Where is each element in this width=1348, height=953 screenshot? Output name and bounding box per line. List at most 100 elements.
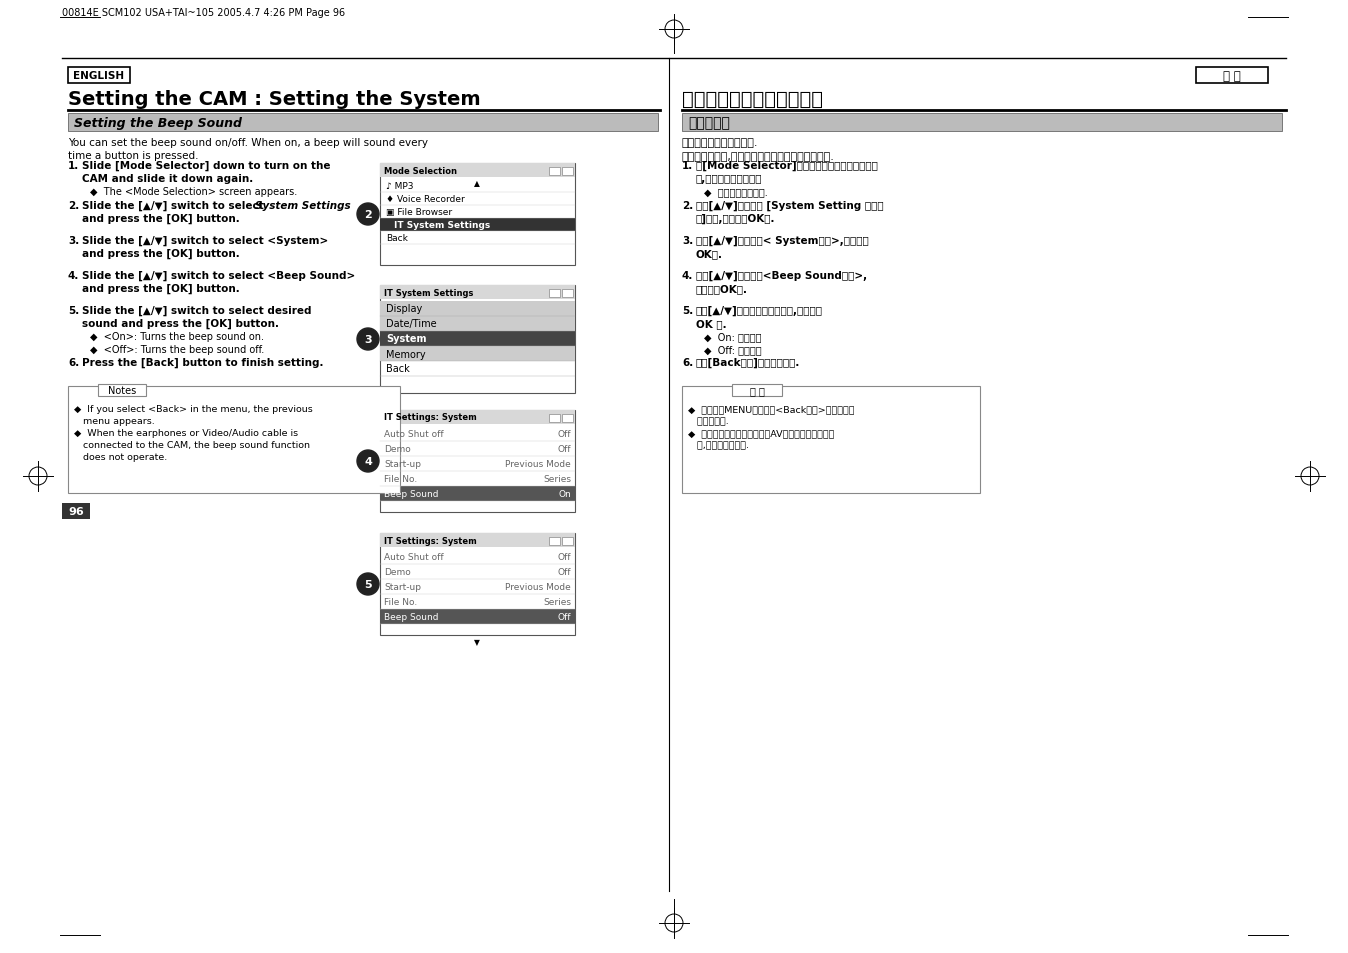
FancyBboxPatch shape <box>562 537 573 545</box>
Text: System: System <box>386 335 426 344</box>
Text: 您可以設定是否要有回聲.: 您可以設定是否要有回聲. <box>682 138 759 148</box>
Text: Memory: Memory <box>386 349 426 359</box>
Text: ◆  當有耳機插在本機上或是有AV線有連接在攝影機上: ◆ 當有耳機插在本機上或是有AV線有連接在攝影機上 <box>687 429 834 437</box>
Text: 定]模式,然後按下OK鍵.: 定]模式,然後按下OK鍵. <box>696 213 775 224</box>
Text: ♦ Voice Recorder: ♦ Voice Recorder <box>386 194 465 204</box>
Text: ▲: ▲ <box>474 179 480 188</box>
Text: 滑動[▲/▼]鍵來設定所要的選擇,然後按下: 滑動[▲/▼]鍵來設定所要的選擇,然後按下 <box>696 306 824 316</box>
FancyBboxPatch shape <box>380 332 576 347</box>
Text: 5: 5 <box>364 579 372 589</box>
Circle shape <box>357 204 379 226</box>
Text: 3.: 3. <box>682 235 693 246</box>
FancyBboxPatch shape <box>380 534 576 636</box>
FancyBboxPatch shape <box>380 486 576 501</box>
FancyBboxPatch shape <box>549 168 559 175</box>
FancyBboxPatch shape <box>67 387 400 494</box>
Text: ◆  如果您在MENU選單中選<Back返回>時會回到上: ◆ 如果您在MENU選單中選<Back返回>時會回到上 <box>687 405 855 414</box>
Text: 2.: 2. <box>682 201 693 211</box>
Text: Off: Off <box>558 553 572 561</box>
Text: ♪ MP3: ♪ MP3 <box>386 182 414 191</box>
Text: 回聲的設定: 回聲的設定 <box>687 116 729 130</box>
Text: 6.: 6. <box>67 357 80 368</box>
Text: 1.: 1. <box>67 161 80 171</box>
Text: IT System Settings: IT System Settings <box>394 221 491 230</box>
Text: connected to the CAM, the beep sound function: connected to the CAM, the beep sound fun… <box>74 440 310 450</box>
Text: menu appears.: menu appears. <box>74 416 155 426</box>
FancyBboxPatch shape <box>380 286 576 394</box>
Text: 4.: 4. <box>67 271 80 281</box>
FancyBboxPatch shape <box>380 164 576 178</box>
Text: 5.: 5. <box>682 306 693 315</box>
FancyBboxPatch shape <box>380 302 576 316</box>
Text: 4.: 4. <box>682 271 693 281</box>
Text: ◆  Off: 關閉回聲: ◆ Off: 關閉回聲 <box>704 345 762 355</box>
Text: 機,然後再向下押動一次: 機,然後再向下押動一次 <box>696 173 763 184</box>
FancyBboxPatch shape <box>67 68 129 84</box>
Text: Series: Series <box>543 598 572 606</box>
Text: File No.: File No. <box>384 475 418 483</box>
Text: 按下[Back返回]鍵來結束調整.: 按下[Back返回]鍵來結束調整. <box>696 357 801 368</box>
Text: Auto Shut off: Auto Shut off <box>384 553 443 561</box>
Text: ◆  <On>: Turns the beep sound on.: ◆ <On>: Turns the beep sound on. <box>90 332 264 341</box>
Text: On: On <box>558 490 572 498</box>
Text: Series: Series <box>543 475 572 483</box>
Text: Off: Off <box>558 444 572 454</box>
Text: Display: Display <box>386 304 422 314</box>
Text: IT Settings: System: IT Settings: System <box>384 536 477 545</box>
FancyBboxPatch shape <box>380 164 576 266</box>
Text: ◆  If you select <Back> in the menu, the previous: ◆ If you select <Back> in the menu, the … <box>74 405 313 414</box>
Text: Notes: Notes <box>108 386 136 395</box>
Text: IT System Settings: IT System Settings <box>384 288 473 297</box>
Text: Off: Off <box>558 613 572 621</box>
Text: 1.: 1. <box>682 161 693 171</box>
Text: Demo: Demo <box>384 444 411 454</box>
Text: ▣ File Browser: ▣ File Browser <box>386 208 452 216</box>
Text: does not operate.: does not operate. <box>74 453 167 461</box>
Circle shape <box>357 329 379 351</box>
Text: 2.: 2. <box>67 201 80 211</box>
Text: Demo: Demo <box>384 567 411 577</box>
Text: Back: Back <box>386 233 408 243</box>
Text: Press the [Back] button to finish setting.: Press the [Back] button to finish settin… <box>82 357 324 368</box>
Text: Back: Back <box>386 364 410 375</box>
FancyBboxPatch shape <box>549 415 559 422</box>
FancyBboxPatch shape <box>549 537 559 545</box>
FancyBboxPatch shape <box>380 609 576 624</box>
FancyBboxPatch shape <box>98 385 146 396</box>
FancyBboxPatch shape <box>732 385 782 396</box>
Text: Slide the [▲/▼] switch to select desired: Slide the [▲/▼] switch to select desired <box>82 306 311 316</box>
Text: Beep Sound: Beep Sound <box>384 490 438 498</box>
Text: Auto Shut off: Auto Shut off <box>384 430 443 438</box>
Text: Slide the [▲/▼] switch to select <Beep Sound>: Slide the [▲/▼] switch to select <Beep S… <box>82 271 356 281</box>
Text: ENGLISH: ENGLISH <box>73 71 124 81</box>
FancyBboxPatch shape <box>380 219 576 232</box>
Text: 時,回聲絶無法作用.: 時,回聲絶無法作用. <box>687 440 749 450</box>
Text: Slide the [▲/▼] switch to select <System>: Slide the [▲/▼] switch to select <System… <box>82 235 329 246</box>
Text: ▼: ▼ <box>474 638 480 646</box>
Text: Off: Off <box>558 430 572 438</box>
Text: ◆  <Off>: Turns the beep sound off.: ◆ <Off>: Turns the beep sound off. <box>90 345 264 355</box>
Text: Off: Off <box>558 567 572 577</box>
Text: and press the [OK] button.: and press the [OK] button. <box>82 213 240 224</box>
Text: ◆  The <Mode Selection> screen appears.: ◆ The <Mode Selection> screen appears. <box>90 187 298 196</box>
Text: 2: 2 <box>364 210 372 220</box>
Text: Date/Time: Date/Time <box>386 319 437 329</box>
Text: 00814E SCM102 USA+TAI~105 2005.4.7 4:26 PM Page 96: 00814E SCM102 USA+TAI~105 2005.4.7 4:26 … <box>62 8 345 18</box>
Text: OK 鍵.: OK 鍵. <box>696 318 727 329</box>
Text: Previous Mode: Previous Mode <box>506 582 572 592</box>
Text: 6.: 6. <box>682 357 693 368</box>
Text: ◆  模式選擇畫面出現.: ◆ 模式選擇畫面出現. <box>704 187 768 196</box>
FancyBboxPatch shape <box>67 113 658 132</box>
Text: OK鍵.: OK鍵. <box>696 249 723 258</box>
Text: Slide the [▲/▼] switch to select: Slide the [▲/▼] switch to select <box>82 201 267 211</box>
Text: 說 明: 說 明 <box>749 386 764 395</box>
Text: sound and press the [OK] button.: sound and press the [OK] button. <box>82 318 279 329</box>
FancyBboxPatch shape <box>562 290 573 297</box>
Text: 滑動[▲/▼]鍵來選擇< System系統>,然後按下: 滑動[▲/▼]鍵來選擇< System系統>,然後按下 <box>696 235 868 246</box>
FancyBboxPatch shape <box>562 415 573 422</box>
FancyBboxPatch shape <box>682 113 1282 132</box>
FancyBboxPatch shape <box>1196 68 1268 84</box>
Circle shape <box>357 451 379 473</box>
FancyBboxPatch shape <box>380 411 576 513</box>
Text: and press the [OK] button.: and press the [OK] button. <box>82 284 240 294</box>
